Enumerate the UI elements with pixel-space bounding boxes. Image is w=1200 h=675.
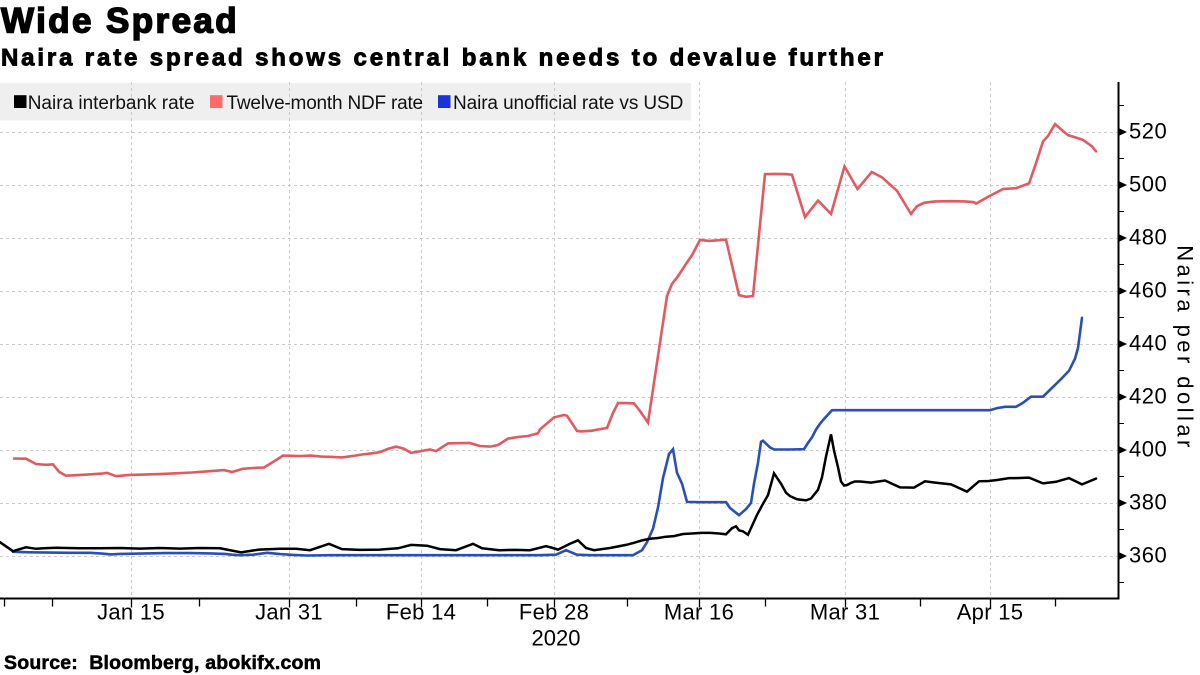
svg-text:Feb 28: Feb 28 bbox=[519, 600, 589, 625]
svg-text:Naira interbank rate: Naira interbank rate bbox=[28, 93, 195, 114]
svg-text:Wide Spread: Wide Spread bbox=[1, 2, 239, 41]
svg-text:Naira rate spread shows centra: Naira rate spread shows central bank nee… bbox=[1, 45, 886, 72]
svg-text:360: 360 bbox=[1129, 543, 1167, 568]
svg-text:Mar 16: Mar 16 bbox=[664, 600, 734, 625]
svg-text:400: 400 bbox=[1129, 437, 1167, 462]
svg-text:Source: Bloomberg, abokifx.co: Source: Bloomberg, abokifx.com bbox=[4, 652, 321, 674]
svg-text:520: 520 bbox=[1129, 119, 1167, 144]
svg-text:Feb 14: Feb 14 bbox=[386, 600, 456, 625]
svg-text:Jan 15: Jan 15 bbox=[97, 600, 165, 625]
svg-text:460: 460 bbox=[1129, 278, 1167, 303]
svg-text:Naira per dollar: Naira per dollar bbox=[1173, 245, 1198, 451]
svg-text:380: 380 bbox=[1129, 490, 1167, 515]
svg-text:Mar 31: Mar 31 bbox=[810, 600, 880, 625]
svg-text:500: 500 bbox=[1129, 172, 1167, 197]
svg-text:Apr 15: Apr 15 bbox=[957, 600, 1024, 625]
svg-text:420: 420 bbox=[1129, 384, 1167, 409]
svg-text:Naira unofficial rate vs USD: Naira unofficial rate vs USD bbox=[453, 93, 683, 114]
svg-text:440: 440 bbox=[1129, 331, 1167, 356]
svg-text:480: 480 bbox=[1129, 225, 1167, 250]
svg-text:Twelve-month NDF rate: Twelve-month NDF rate bbox=[227, 93, 423, 114]
svg-text:2020: 2020 bbox=[532, 626, 581, 651]
svg-text:Jan 31: Jan 31 bbox=[255, 600, 323, 625]
